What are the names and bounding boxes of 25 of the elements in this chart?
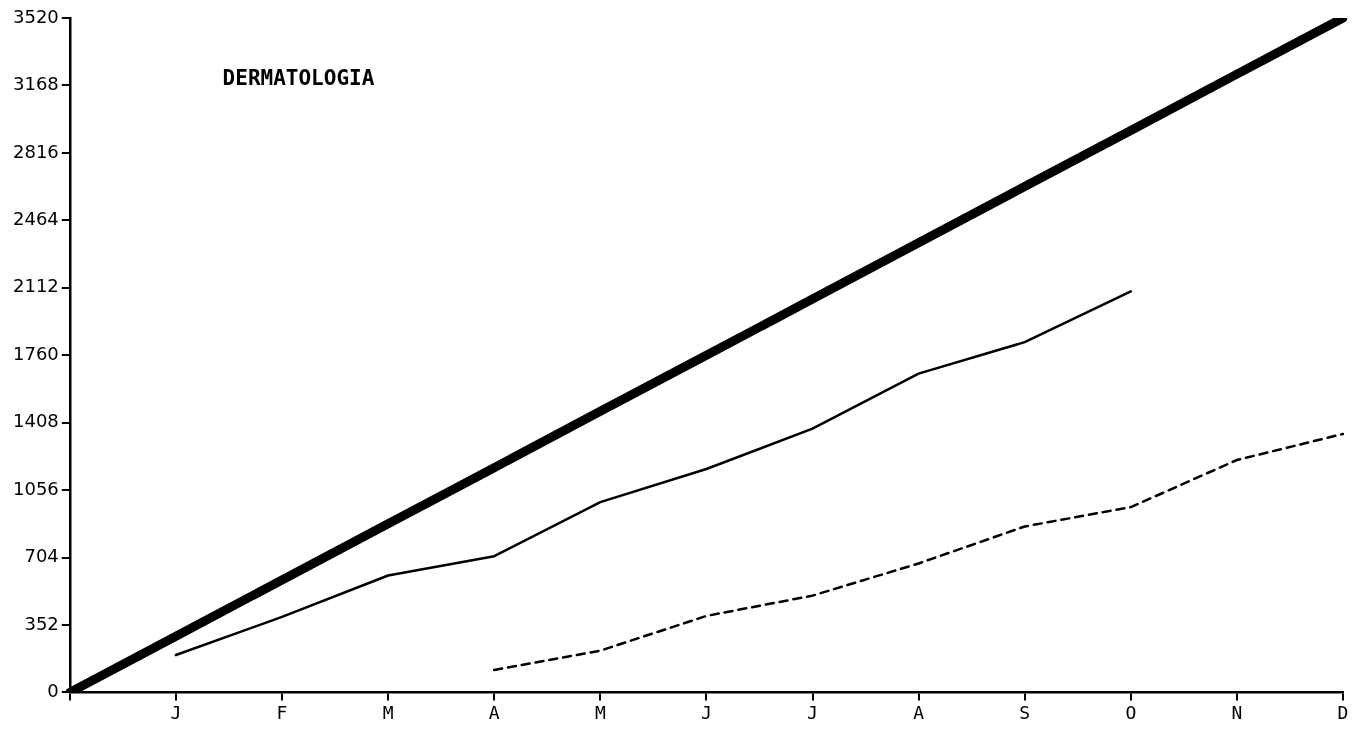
line-series: [492, 432, 1345, 672]
x-tick-label: J: [807, 701, 818, 723]
y-tick-label: 1056: [13, 477, 59, 499]
x-tick-label: M: [382, 701, 394, 723]
x-tick-label: S: [1019, 701, 1031, 723]
y-tick-label: 352: [24, 612, 59, 634]
x-tick-label: A: [488, 701, 500, 723]
y-tick-label: 1408: [13, 410, 59, 432]
y-tick-label: 2816: [13, 140, 59, 162]
y-tick-label: 704: [24, 545, 59, 567]
x-tick-label: O: [1125, 701, 1137, 723]
x-tick-label: A: [913, 701, 925, 723]
x-tick-label: J: [170, 701, 182, 723]
x-tick-label: D: [1337, 701, 1349, 723]
y-tick-label: 2112: [13, 275, 59, 297]
y-tick-label: 0: [47, 680, 59, 702]
text: DERMATOLOGIA: [222, 66, 375, 91]
y-tick-label: 2464: [13, 207, 59, 229]
y-tick-label: 3168: [13, 73, 59, 95]
x-tick-label: J: [700, 701, 712, 723]
x-tick-label: M: [594, 701, 606, 723]
y-tick-label: 3520: [13, 5, 59, 27]
y-tick-label: 1760: [13, 342, 59, 364]
x-tick-label: N: [1231, 701, 1243, 723]
x-tick-label: F: [276, 701, 288, 723]
